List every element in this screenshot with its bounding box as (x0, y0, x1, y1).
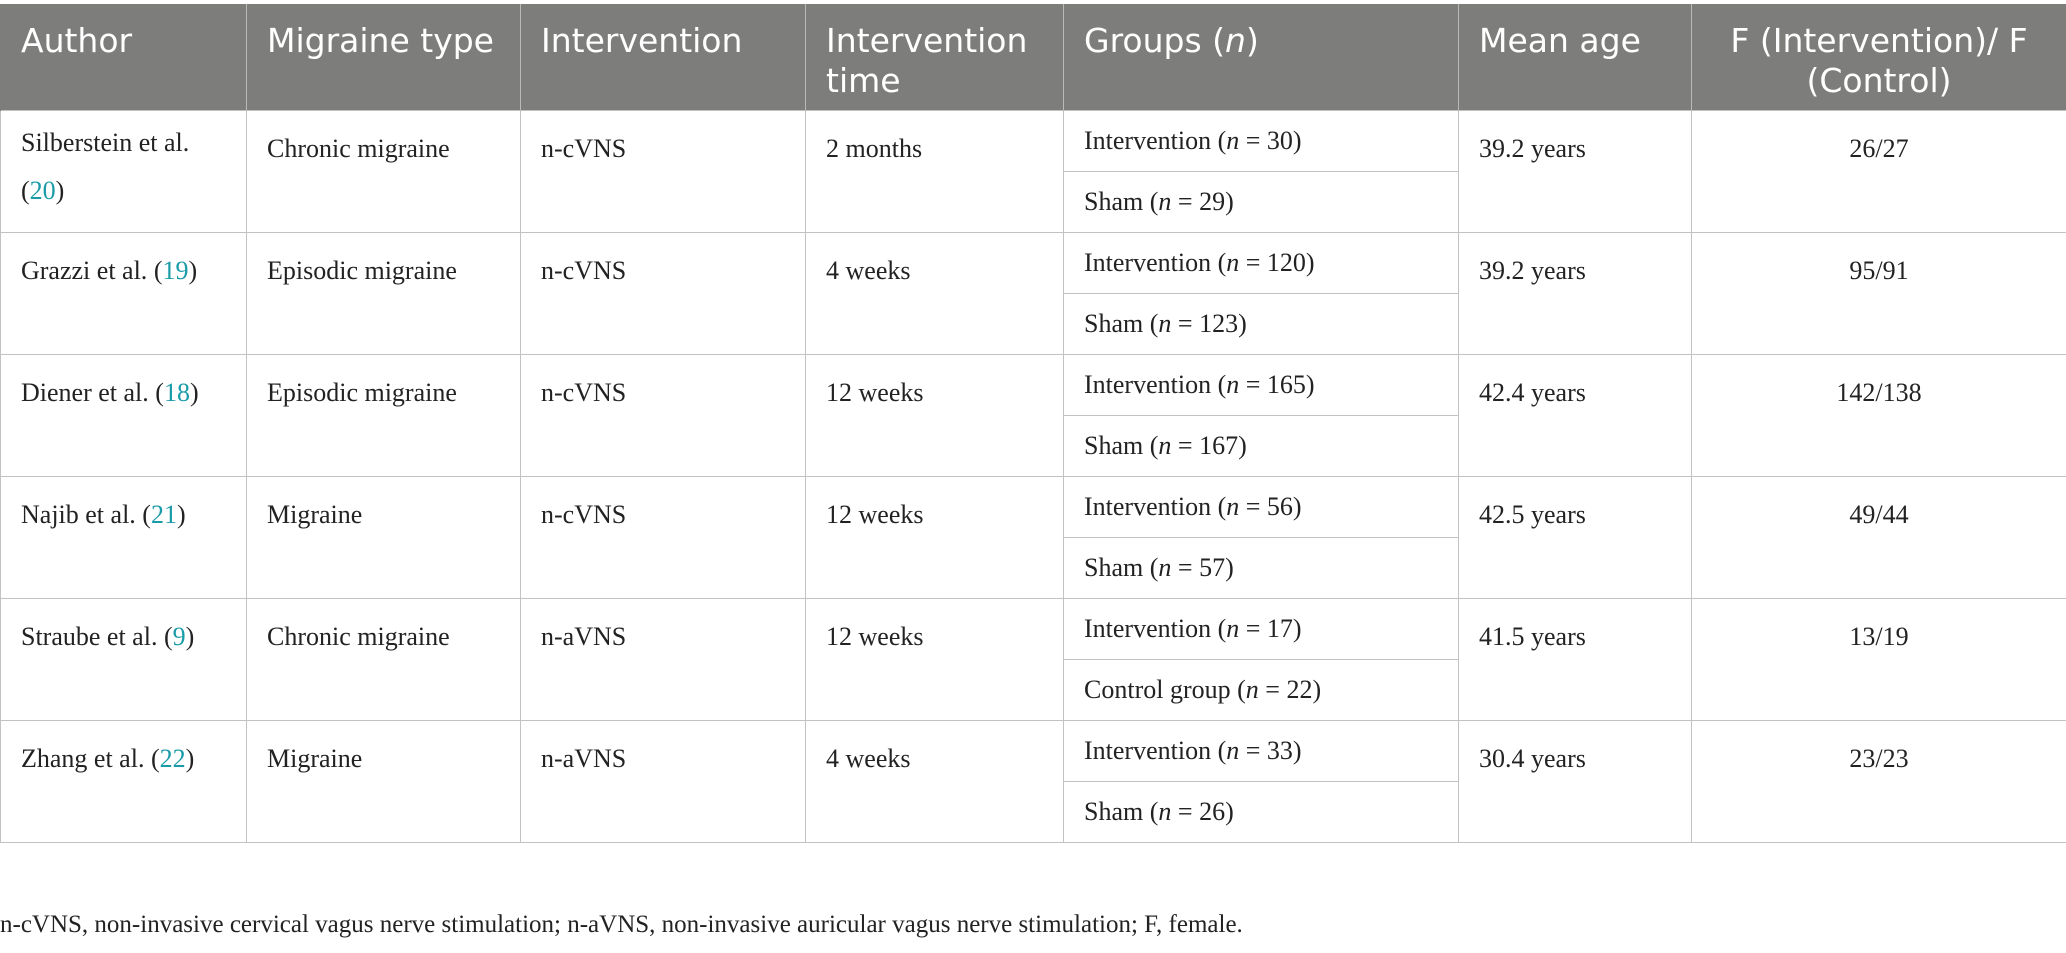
cell-intervention: n-aVNS (520, 598, 806, 721)
cell-group-intervention: Intervention (n = 165) (1063, 354, 1459, 416)
table-row: Sham (n = 123) (1, 293, 2066, 355)
cell-intervention: n-cVNS (520, 232, 806, 355)
cell-group-control: Sham (n = 26) (1063, 781, 1459, 843)
cell-migraine-type: Chronic migraine (246, 598, 521, 721)
reference-link[interactable]: 21 (150, 500, 177, 529)
cell-mean-age: 41.5 years (1458, 598, 1692, 721)
header-intervention: Intervention (520, 4, 806, 111)
cell-f-ratio: 49/44 (1691, 476, 2066, 599)
cell-group-intervention: Intervention (n = 56) (1063, 476, 1459, 538)
table-row: Najib et al. (21) Migraine n-cVNS 12 wee… (0, 476, 2066, 599)
cell-author: Grazzi et al. (19) (0, 232, 247, 355)
cell-intervention: n-aVNS (520, 720, 806, 843)
table-row: Sham (n = 57) (1, 537, 2066, 599)
cell-group-intervention: Intervention (n = 17) (1063, 598, 1459, 660)
cell-group-control: Sham (n = 167) (1063, 415, 1459, 477)
cell-group-control: Control group (n = 22) (1063, 659, 1459, 721)
cell-f-ratio: 26/27 (1691, 110, 2066, 233)
reference-link[interactable]: 18 (163, 378, 190, 407)
cell-mean-age: 42.5 years (1458, 476, 1692, 599)
cell-migraine-type: Episodic migraine (246, 232, 521, 355)
cell-f-ratio: 142/138 (1691, 354, 2066, 477)
cell-f-ratio: 95/91 (1691, 232, 2066, 355)
cell-intervention-time: 2 months (805, 110, 1064, 233)
cell-intervention-time: 4 weeks (805, 232, 1064, 355)
cell-author: Zhang et al. (22) (0, 720, 247, 843)
cell-mean-age: 39.2 years (1458, 232, 1692, 355)
cell-intervention-time: 12 weeks (805, 476, 1064, 599)
table-row: Sham (n = 29) (1, 171, 2066, 233)
header-author: Author (0, 4, 247, 111)
table-row: Control group (n = 22) (1, 659, 2066, 721)
header-intervention-time: Intervention time (805, 4, 1064, 111)
header-f-ratio: F (Intervention)/ F (Control) (1691, 4, 2066, 111)
cell-mean-age: 30.4 years (1458, 720, 1692, 843)
cell-intervention-time: 12 weeks (805, 598, 1064, 721)
table-row: Diener et al. (18) Episodic migraine n-c… (0, 354, 2066, 477)
cell-migraine-type: Migraine (246, 476, 521, 599)
reference-link[interactable]: 9 (172, 622, 186, 651)
table-row: Sham (n = 167) (1, 415, 2066, 477)
cell-intervention: n-cVNS (520, 354, 806, 477)
cell-migraine-type: Migraine (246, 720, 521, 843)
cell-intervention-time: 12 weeks (805, 354, 1064, 477)
cell-mean-age: 42.4 years (1458, 354, 1692, 477)
table-body: Silberstein et al. (20) Chronic migraine … (0, 110, 2066, 843)
cell-mean-age: 39.2 years (1458, 110, 1692, 233)
cell-author: Diener et al. (18) (0, 354, 247, 477)
cell-migraine-type: Chronic migraine (246, 110, 521, 233)
cell-group-control: Sham (n = 29) (1063, 171, 1459, 233)
cell-author: Najib et al. (21) (0, 476, 247, 599)
cell-group-control: Sham (n = 123) (1063, 293, 1459, 355)
header-groups: Groups (n) (1063, 4, 1459, 111)
header-mean-age: Mean age (1458, 4, 1692, 111)
table-header: Author Migraine type Intervention Interv… (0, 4, 2066, 111)
cell-intervention: n-cVNS (520, 110, 806, 233)
table-row: Sham (n = 26) (1, 781, 2066, 843)
cell-group-intervention: Intervention (n = 33) (1063, 720, 1459, 782)
cell-f-ratio: 13/19 (1691, 598, 2066, 721)
reference-link[interactable]: 20 (29, 176, 56, 205)
table-row: Silberstein et al. (20) Chronic migraine … (0, 110, 2066, 233)
cell-f-ratio: 23/23 (1691, 720, 2066, 843)
header-migraine-type: Migraine type (246, 4, 521, 111)
cell-author: Straube et al. (9) (0, 598, 247, 721)
reference-link[interactable]: 19 (162, 256, 189, 285)
table-row: Zhang et al. (22) Migraine n-aVNS 4 week… (0, 720, 2066, 843)
table-row: Straube et al. (9) Chronic migraine n-aV… (0, 598, 2066, 721)
cell-intervention: n-cVNS (520, 476, 806, 599)
reference-link[interactable]: 22 (159, 744, 186, 773)
study-characteristics-table: Author Migraine type Intervention Interv… (0, 4, 2066, 843)
cell-intervention-time: 4 weeks (805, 720, 1064, 843)
cell-group-control: Sham (n = 57) (1063, 537, 1459, 599)
cell-author: Silberstein et al. (20) (0, 110, 247, 233)
table-footnote: n-cVNS, non-invasive cervical vagus nerv… (0, 911, 1243, 938)
cell-group-intervention: Intervention (n = 120) (1063, 232, 1459, 294)
table-row: Grazzi et al. (19) Episodic migraine n-c… (0, 232, 2066, 355)
cell-group-intervention: Intervention (n = 30) (1063, 110, 1459, 172)
cell-migraine-type: Episodic migraine (246, 354, 521, 477)
